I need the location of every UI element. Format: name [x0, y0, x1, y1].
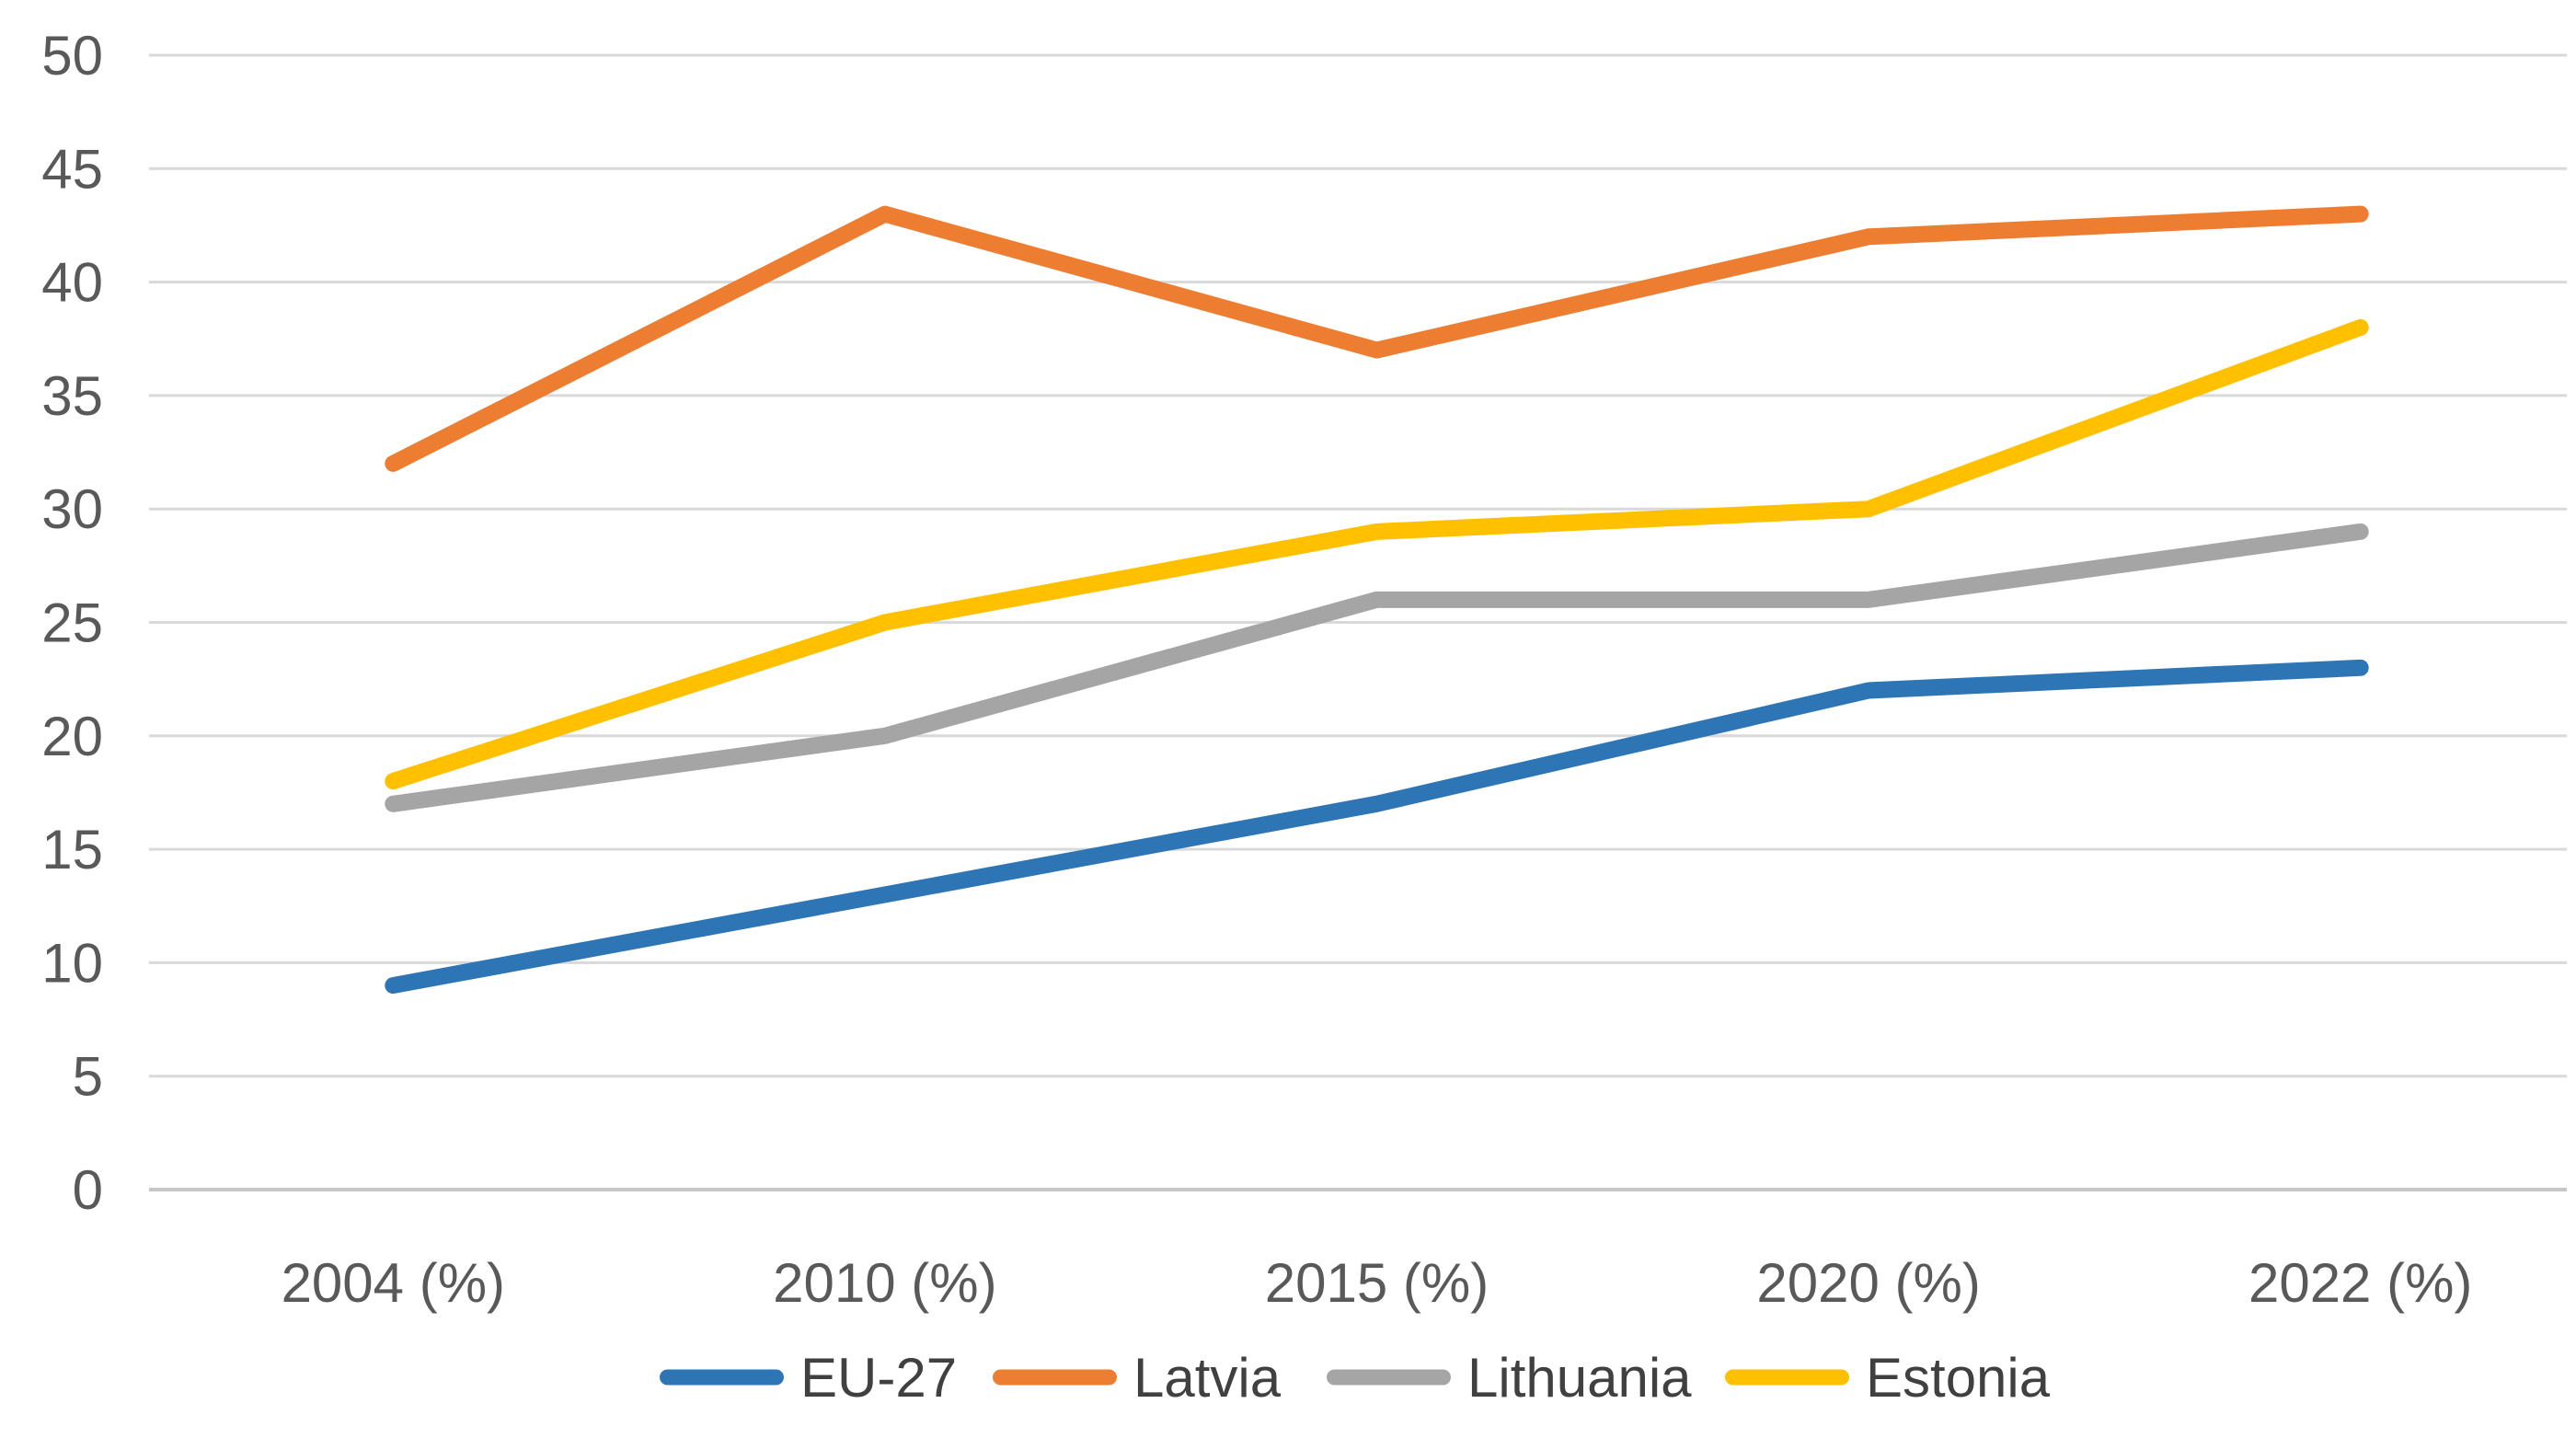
series-line-lithuania: [385, 523, 2369, 812]
y-tick-label: 10: [41, 932, 103, 994]
y-tick-label: 15: [41, 819, 103, 880]
y-tick-label: 0: [73, 1159, 103, 1221]
series-lines: [385, 205, 2369, 995]
y-tick-label: 20: [41, 706, 103, 767]
legend-swatch-eu-27: [660, 1369, 784, 1386]
y-tick-label: 45: [41, 138, 103, 200]
legend-item-eu-27: EU-27: [660, 1347, 957, 1409]
x-tick-label: 2010 (%): [773, 1252, 996, 1314]
series-line-eu-27: [385, 659, 2369, 995]
y-axis-tick-labels: 0 5 10 15 20 25 30 35 40 45 50: [41, 25, 103, 1221]
legend-label: Estonia: [1866, 1347, 2051, 1409]
legend-label: EU-27: [800, 1347, 957, 1409]
legend-item-lithuania: Lithuania: [1327, 1347, 1692, 1409]
x-tick-label: 2022 (%): [2248, 1252, 2472, 1314]
y-tick-label: 5: [73, 1046, 103, 1108]
legend-item-latvia: Latvia: [993, 1347, 1282, 1409]
x-axis-category-labels: 2004 (%) 2010 (%) 2015 (%) 2020 (%) 2022 (%): [282, 1252, 2473, 1314]
legend: EU-27 Latvia Lithuania Estonia: [660, 1347, 2051, 1409]
legend-swatch-lithuania: [1327, 1369, 1451, 1386]
y-tick-label: 25: [41, 592, 103, 654]
series-line-estonia: [385, 318, 2369, 790]
y-tick-label: 40: [41, 252, 103, 314]
y-tick-label: 50: [41, 25, 103, 86]
x-tick-label: 2015 (%): [1265, 1252, 1489, 1314]
x-tick-label: 2020 (%): [1756, 1252, 1980, 1314]
legend-swatch-estonia: [1725, 1369, 1849, 1386]
legend-label: Lithuania: [1467, 1347, 1692, 1409]
series-line-latvia: [385, 205, 2369, 472]
legend-label: Latvia: [1133, 1347, 1282, 1409]
y-tick-label: 35: [41, 365, 103, 427]
legend-swatch-latvia: [993, 1369, 1117, 1386]
y-tick-label: 30: [41, 478, 103, 540]
x-tick-label: 2004 (%): [282, 1252, 505, 1314]
legend-item-estonia: Estonia: [1725, 1347, 2051, 1409]
